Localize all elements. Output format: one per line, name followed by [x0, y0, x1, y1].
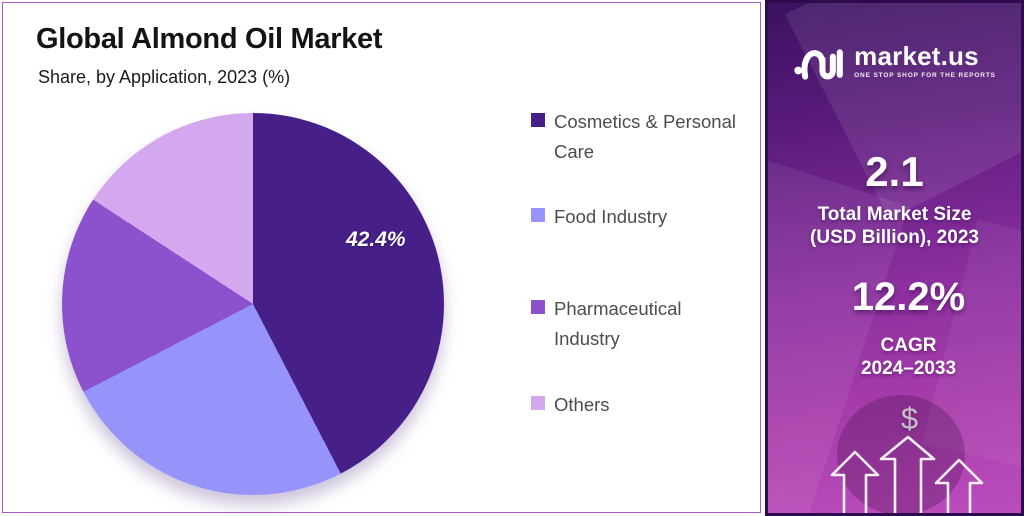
brand-name: market.us	[854, 41, 979, 71]
market-size-value: 2.1	[865, 148, 924, 195]
chart-subtitle: Share, by Application, 2023 (%)	[38, 67, 291, 87]
pie-chart	[62, 113, 444, 495]
arrow-up-icon	[934, 458, 984, 513]
brand-tagline: ONE STOP SHOP FOR THE REPORTS	[854, 72, 996, 79]
legend-swatch-cosmetics	[531, 113, 545, 127]
pie-slice-label: 42.4%	[346, 228, 406, 251]
legend-swatch-others	[531, 396, 545, 410]
cagr-label: CAGR 2024–2033	[860, 335, 957, 380]
legend-item-others: Others	[531, 390, 610, 420]
legend-label: Cosmetics & Personal Care	[554, 111, 736, 162]
brand-sidebar: market.us ONE STOP SHOP FOR THE REPORTS …	[765, 0, 1024, 516]
chart-card: Global Almond Oil Market Share, by Appli…	[2, 2, 761, 513]
market-size-label: Total Market Size (USD Billion), 2023	[810, 204, 979, 249]
legend-label: Food Industry	[554, 206, 668, 227]
dollar-icon: $	[783, 401, 1021, 437]
arrow-up-icon	[830, 450, 880, 513]
legend-item-cosmetics: Cosmetics & Personal Care	[531, 107, 746, 167]
cagr-value: 12.2%	[851, 275, 966, 319]
brand-logo: market.us ONE STOP SHOP FOR THE REPORTS	[768, 39, 1021, 83]
legend-swatch-food	[531, 208, 545, 222]
arrow-up-icon	[879, 435, 936, 513]
legend-item-pharma: Pharmaceutical Industry	[531, 294, 746, 354]
legend-swatch-pharma	[531, 300, 545, 314]
page-title: Global Almond Oil Market	[36, 23, 383, 55]
legend-item-food: Food Industry	[531, 202, 667, 232]
growth-arrows-icon	[830, 395, 984, 513]
legend-label: Others	[554, 394, 610, 415]
marketus-logo-icon	[794, 49, 843, 80]
legend-label: Pharmaceutical Industry	[554, 298, 682, 349]
